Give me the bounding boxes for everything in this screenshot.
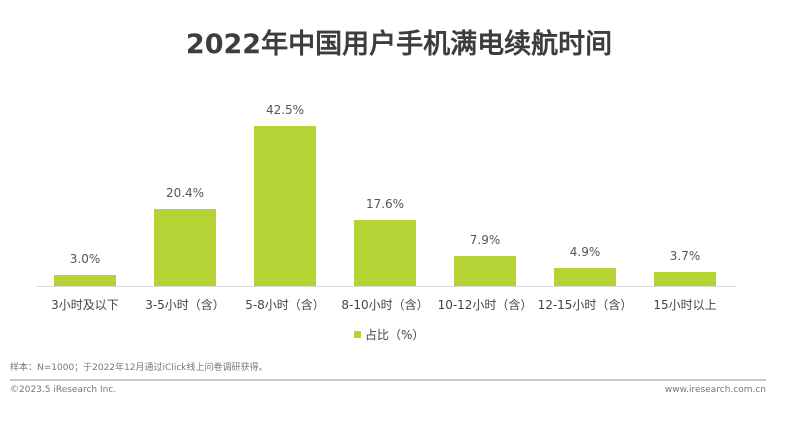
category-label-3: 8-10小时（含）	[341, 298, 429, 312]
legend-label: 占比（%）	[365, 328, 425, 342]
copyright: ©2023.5 iResearch Inc.	[10, 385, 117, 395]
bar-1	[154, 209, 216, 286]
value-label-4: 7.9%	[469, 233, 501, 247]
bar-0	[54, 275, 116, 286]
legend-swatch-icon	[354, 331, 361, 338]
category-label-0: 3小时及以下	[51, 298, 119, 312]
category-label-6: 15小时以上	[653, 298, 717, 312]
bar-6	[654, 272, 716, 286]
bar-2	[254, 126, 316, 286]
bar-5	[554, 268, 616, 286]
category-label-4: 10-12小时（含）	[437, 298, 533, 312]
plot-area: 3.0% 20.4% 42.5% 17.6% 7.9% 4.9% 3.7%	[36, 90, 736, 286]
bar-4	[454, 256, 516, 286]
category-label-1: 3-5小时（含）	[145, 298, 225, 312]
website-link[interactable]: www.iresearch.com.cn	[664, 385, 766, 395]
value-label-0: 3.0%	[69, 252, 101, 266]
value-label-2: 42.5%	[265, 103, 305, 117]
chart-title: 2022年中国用户手机满电续航时间	[185, 29, 613, 60]
value-label-5: 4.9%	[569, 245, 601, 259]
value-label-1: 20.4%	[165, 186, 205, 200]
source-note: 样本：N=1000；于2022年12月通过iClick线上问卷调研获得。	[10, 363, 268, 373]
footer-divider	[10, 379, 766, 381]
category-label-5: 12-15小时（含）	[537, 298, 633, 312]
x-axis-line	[36, 286, 736, 287]
bar-3	[354, 220, 416, 286]
category-label-2: 5-8小时（含）	[245, 298, 325, 312]
value-label-6: 3.7%	[669, 249, 701, 263]
legend: 占比（%）	[354, 326, 424, 343]
value-label-3: 17.6%	[365, 197, 405, 211]
